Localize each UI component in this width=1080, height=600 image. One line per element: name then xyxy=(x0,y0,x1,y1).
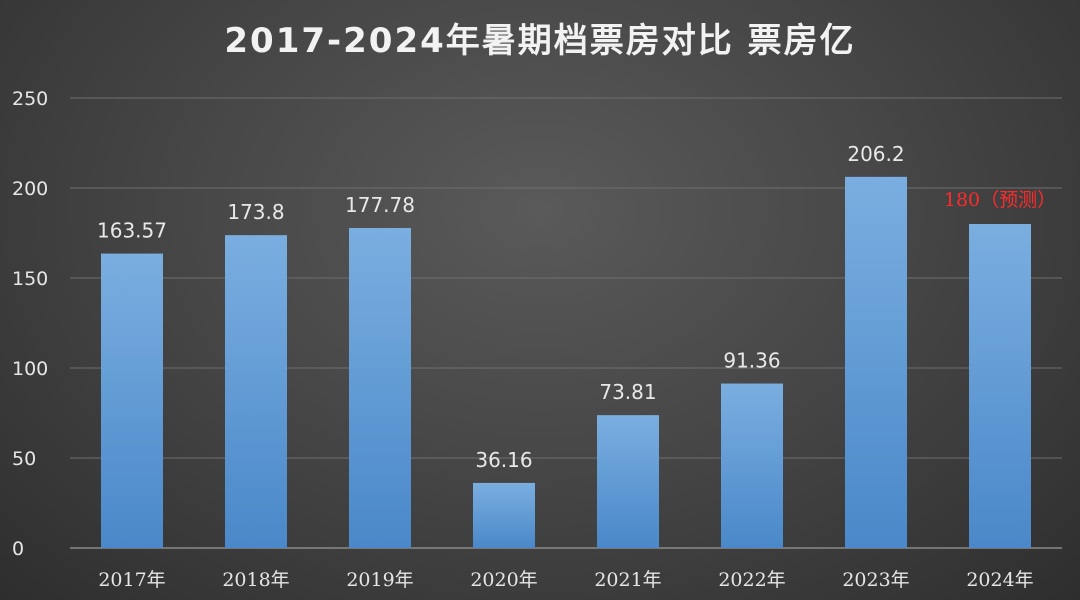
bar-2021年 xyxy=(597,415,659,548)
x-tick-label: 2020年 xyxy=(470,569,537,591)
bar-2019年 xyxy=(349,227,411,548)
x-axis-ticks: 2017年 2018年 2019年 2020年 2021年 2022年 2023年 2024年 xyxy=(98,569,1033,591)
y-tick-label: 200 xyxy=(12,178,48,200)
data-label: 180（预测） xyxy=(944,189,1056,211)
bar-2017年 xyxy=(101,253,163,548)
data-labels: 163.57 173.8 177.78 36.16 73.81 91.36 206.2 180… xyxy=(97,142,1056,472)
bar-2018年 xyxy=(225,235,287,548)
data-label: 73.81 xyxy=(599,380,656,404)
x-tick-label: 2017年 xyxy=(98,569,165,591)
x-tick-label: 2024年 xyxy=(966,569,1033,591)
y-tick-label: 150 xyxy=(12,268,48,290)
x-tick-label: 2022年 xyxy=(718,569,785,591)
y-tick-label: 250 xyxy=(12,88,48,110)
bar-2023年 xyxy=(845,176,907,548)
x-tick-label: 2021年 xyxy=(594,569,661,591)
chart-title: 2017-2024年暑期档票房对比 票房亿 xyxy=(224,21,855,61)
x-tick-label: 2019年 xyxy=(346,569,413,591)
y-tick-label: 100 xyxy=(12,358,48,380)
data-label: 206.2 xyxy=(847,142,904,166)
y-tick-label: 0 xyxy=(12,538,24,560)
bars xyxy=(101,176,1031,548)
bar-2022年 xyxy=(721,383,783,548)
bar-2020年 xyxy=(473,482,535,548)
x-tick-label: 2018年 xyxy=(222,569,289,591)
data-label: 177.78 xyxy=(345,193,415,217)
data-label: 91.36 xyxy=(723,349,780,373)
y-tick-label: 50 xyxy=(12,448,36,470)
data-label: 173.8 xyxy=(227,200,284,224)
bar-2024年 xyxy=(969,224,1031,548)
gridlines xyxy=(70,97,1062,549)
y-axis-ticks: 0 50 100 150 200 250 xyxy=(12,88,48,560)
data-label: 36.16 xyxy=(475,448,532,472)
x-tick-label: 2023年 xyxy=(842,569,909,591)
data-label: 163.57 xyxy=(97,219,167,243)
